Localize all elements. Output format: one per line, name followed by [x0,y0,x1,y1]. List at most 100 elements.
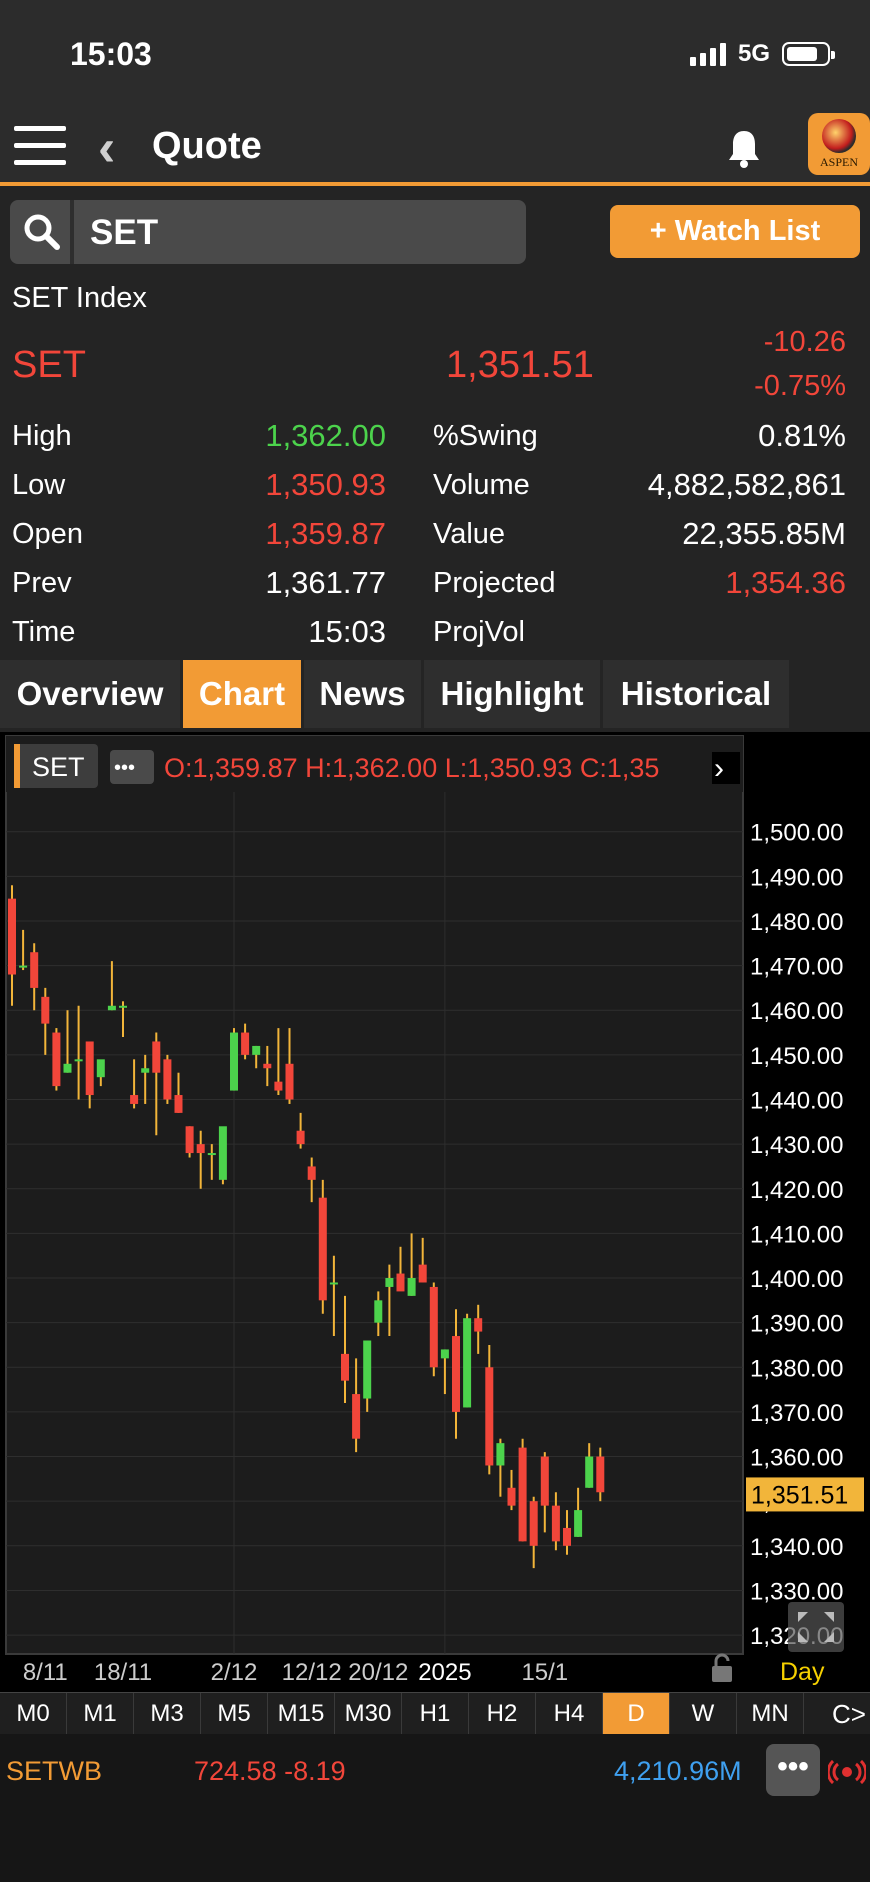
interval-m30[interactable]: M30 [335,1693,402,1735]
interval-m3[interactable]: M3 [134,1693,201,1735]
candle [440,1349,449,1395]
y-tick-label: 1,470.00 [750,954,843,981]
candle [285,1028,294,1104]
chart-ohlc-label: O:1,359.87 H:1,362.00 L:1,350.93 C:1,35 [164,753,659,783]
expand-chart-icon[interactable] [788,1602,844,1652]
status-indicators: 5G [689,40,835,68]
candle [396,1246,405,1292]
high-label: High [12,420,72,452]
candle [74,1005,83,1100]
candle [352,1358,361,1453]
interval-bar: M0 M1 M3 M5 M15 M30 H1 H2 H4 D W MN C> [0,1692,870,1735]
time-label: Time [12,616,76,648]
tab-highlight[interactable]: Highlight [424,660,600,728]
ticker-symbol[interactable]: SETWB [6,1756,103,1786]
low-label: Low [12,469,66,501]
candle [318,1179,327,1314]
signal-icon [689,42,726,66]
projected-label: Projected [433,567,556,599]
y-tick-label: 1,490.00 [750,864,843,891]
candle [8,885,16,1006]
x-tick-label: 2025 [418,1659,471,1686]
candle [252,1045,261,1069]
x-tick-label: 15/1 [521,1659,568,1686]
y-tick-label: 1,500.00 [750,820,843,847]
y-tick-label: 1,390.00 [750,1311,843,1338]
y-tick-label: 1,340.00 [750,1534,843,1561]
tab-news[interactable]: News [304,660,421,728]
x-tick-label: 20/12 [348,1659,408,1686]
interval-m1[interactable]: M1 [67,1693,134,1735]
status-time: 15:03 [70,36,152,72]
y-tick-label: 1,460.00 [750,998,843,1025]
add-watch-list-button[interactable]: + Watch List [610,205,860,258]
prev-label: Prev [12,567,72,599]
tab-overview[interactable]: Overview [0,660,180,728]
interval-m0[interactable]: M0 [0,1693,67,1735]
ticker-broadcast-icon[interactable] [828,1760,866,1784]
nav-bar: ‹ Quote ASPEN [0,112,870,186]
interval-m5[interactable]: M5 [201,1693,268,1735]
hamburger-menu-icon[interactable] [14,126,66,170]
swing-label: %Swing [433,420,538,452]
last-price-label: 1,351.51 [751,1481,848,1509]
chart-options-button[interactable] [110,750,154,784]
interval-h1[interactable]: H1 [402,1693,469,1735]
swing-value: 0.81% [758,418,846,453]
candle [19,929,28,971]
chart-symbol-label[interactable]: SET [32,752,85,782]
y-tick-label: 1,360.00 [750,1445,843,1472]
lock-icon[interactable] [712,1653,732,1682]
y-tick-label: 1,440.00 [750,1087,843,1114]
candle [196,1130,205,1189]
candle [496,1438,505,1497]
tab-historical[interactable]: Historical [603,660,789,728]
candle [385,1264,394,1337]
candle [241,1023,250,1060]
search-icon[interactable] [22,212,62,252]
search-value[interactable]: SET [90,213,159,252]
tab-chart[interactable]: Chart [183,660,301,728]
interval-h2[interactable]: H2 [469,1693,536,1735]
chart-ohlc-chevron-icon[interactable]: › [714,752,724,785]
candlestick-chart[interactable]: 1,500.00 1,490.00 1,480.00 1,470.00 1,460.00… [0,732,870,1692]
candle [141,1054,150,1104]
y-tick-label: 1,370.00 [750,1400,843,1427]
candle [596,1447,605,1502]
candle [563,1510,571,1555]
candle [507,1469,516,1511]
interval-d[interactable]: D [603,1693,670,1735]
candle [518,1438,527,1542]
time-value: 15:03 [308,614,386,649]
interval-mn[interactable]: MN [737,1693,804,1735]
chart-options-label[interactable]: ••• [114,757,135,779]
candle [296,1112,305,1149]
candle [374,1291,383,1337]
symbol-search-input[interactable]: SET [10,200,526,264]
candle [41,987,50,1055]
candle [85,1041,94,1109]
interval-h4[interactable]: H4 [536,1693,603,1735]
candle [130,1059,139,1109]
ticker-bar[interactable]: SETWB 724.58 -8.19 4,210.96M ••• [0,1734,870,1810]
candle [263,1045,272,1087]
period-label[interactable]: Day [780,1658,825,1686]
ticker-more-button[interactable]: ••• [766,1744,820,1796]
chart-canvas[interactable]: 1,500.00 1,490.00 1,480.00 1,470.00 1,460.00… [0,732,870,1692]
y-tick-label: 1,380.00 [750,1355,843,1382]
chart-symbol-chip[interactable] [14,744,98,788]
interval-more-icon[interactable]: C> [832,1699,866,1729]
aspen-logo[interactable]: ASPEN [808,113,870,175]
open-value: 1,359.87 [265,516,386,551]
back-chevron-icon[interactable]: ‹ [98,119,116,177]
x-tick-label: 8/11 [23,1659,68,1686]
x-tick-label: 2/12 [211,1659,258,1686]
candle [96,1059,105,1087]
interval-m15[interactable]: M15 [268,1693,335,1735]
bell-icon[interactable] [726,128,762,170]
quote-change: -10.26 [763,326,846,358]
candle [119,1001,127,1038]
candle [585,1443,594,1488]
interval-w[interactable]: W [670,1693,737,1735]
candle [230,1028,238,1091]
